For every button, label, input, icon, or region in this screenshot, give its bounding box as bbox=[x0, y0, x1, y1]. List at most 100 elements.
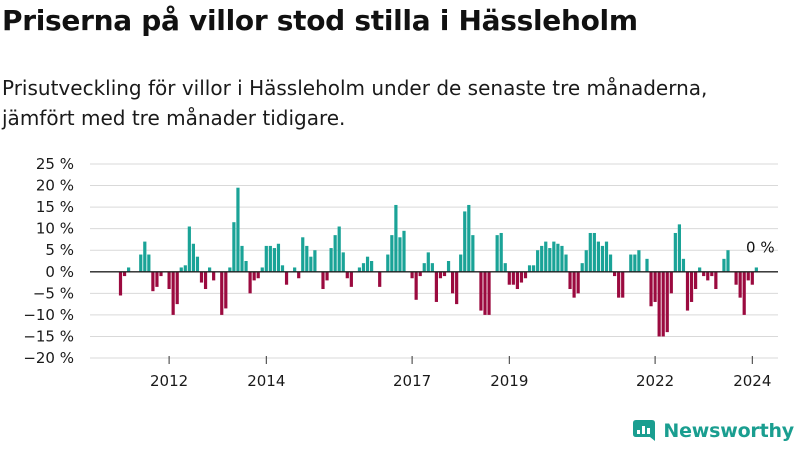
bar-positive bbox=[722, 258, 726, 272]
bar-positive bbox=[143, 241, 147, 272]
bar-negative bbox=[483, 271, 487, 315]
bar-positive bbox=[463, 211, 467, 272]
bar-positive bbox=[280, 265, 285, 272]
bar-positive bbox=[499, 232, 503, 272]
y-axis-tick-labels: 25 % 20 % 15 % 10 % 5 % 0 % −5 % −10 % −15 % −20 … bbox=[23, 155, 74, 367]
bar-negative bbox=[734, 271, 738, 285]
bar-negative bbox=[669, 271, 673, 294]
bar-positive bbox=[608, 254, 613, 272]
bars bbox=[118, 187, 758, 337]
y-tick-label: −10 % bbox=[23, 306, 74, 324]
bar-negative bbox=[167, 271, 171, 290]
bar-positive bbox=[600, 245, 605, 272]
bar-positive bbox=[459, 254, 463, 272]
bar-negative bbox=[252, 271, 256, 281]
bar-positive bbox=[592, 232, 596, 272]
bar-positive bbox=[370, 261, 374, 272]
y-tick-label: 20 % bbox=[36, 177, 74, 195]
bar-positive bbox=[139, 254, 143, 272]
bar-positive bbox=[556, 243, 560, 272]
bar-positive bbox=[390, 235, 394, 272]
bar-positive bbox=[341, 252, 345, 272]
bar-negative bbox=[212, 271, 216, 281]
bar-negative bbox=[685, 271, 690, 311]
bar-positive bbox=[754, 267, 758, 272]
bar-negative bbox=[284, 271, 289, 285]
bar-negative bbox=[621, 271, 625, 298]
y-tick-label: −5 % bbox=[33, 284, 74, 302]
bar-negative bbox=[451, 271, 455, 294]
bar-negative bbox=[122, 271, 127, 277]
bar-positive bbox=[681, 258, 686, 272]
bar-negative bbox=[414, 271, 418, 300]
bar-positive bbox=[301, 237, 305, 272]
bar-positive bbox=[309, 256, 313, 272]
bar-negative bbox=[750, 271, 754, 285]
bar-positive bbox=[127, 267, 131, 272]
bar-positive bbox=[244, 261, 248, 272]
bar-negative bbox=[702, 271, 706, 277]
bar-negative bbox=[159, 271, 163, 277]
bar-positive bbox=[726, 250, 730, 272]
bar-positive bbox=[179, 267, 183, 272]
bar-negative bbox=[689, 271, 694, 302]
bar-positive bbox=[645, 258, 649, 272]
bar-positive bbox=[333, 235, 337, 272]
bar-negative bbox=[661, 271, 665, 337]
y-tick-label: 0 % bbox=[45, 263, 74, 281]
bar-negative bbox=[515, 271, 519, 290]
bar-negative bbox=[649, 271, 653, 307]
x-tick-label: 2012 bbox=[150, 372, 188, 390]
bar-positive bbox=[629, 254, 633, 272]
bar-positive bbox=[305, 245, 309, 272]
bar-negative bbox=[653, 271, 657, 302]
bar-positive bbox=[544, 241, 548, 272]
bar-positive bbox=[580, 263, 584, 272]
bar-positive bbox=[596, 241, 600, 272]
bar-positive bbox=[584, 250, 588, 272]
bar-negative bbox=[438, 271, 443, 279]
bar-negative bbox=[378, 271, 382, 287]
bar-positive bbox=[471, 235, 475, 272]
bar-positive bbox=[430, 263, 434, 272]
bar-positive bbox=[588, 232, 592, 272]
bar-positive bbox=[365, 256, 370, 272]
bar-positive bbox=[313, 250, 317, 272]
bar-negative bbox=[738, 271, 742, 298]
bar-negative bbox=[694, 271, 698, 290]
bar-positive bbox=[604, 241, 609, 272]
bar-positive bbox=[232, 222, 236, 272]
x-tick-label: 2019 bbox=[490, 372, 528, 390]
y-tick-label: 25 % bbox=[36, 155, 74, 173]
bar-negative bbox=[203, 271, 208, 290]
x-tick-label: 2017 bbox=[393, 372, 431, 390]
bar-negative bbox=[613, 271, 617, 277]
bar-negative bbox=[418, 271, 422, 277]
bar-negative bbox=[151, 271, 155, 292]
newsworthy-logo[interactable]: Newsworthy bbox=[631, 418, 794, 444]
y-tick-label: −15 % bbox=[23, 327, 74, 345]
bar-positive bbox=[536, 250, 540, 272]
bar-negative bbox=[256, 271, 260, 279]
x-axis: 2012 2014 2017 2019 2022 2024 bbox=[150, 356, 771, 390]
bar-positive bbox=[293, 267, 297, 272]
bar-positive bbox=[272, 248, 276, 272]
bar-positive bbox=[337, 226, 341, 272]
bar-negative bbox=[507, 271, 511, 285]
bar-positive bbox=[422, 263, 426, 272]
bar-negative bbox=[321, 271, 325, 290]
latest-value-annotation: 0 % bbox=[746, 238, 775, 256]
bar-positive bbox=[183, 265, 187, 272]
bar-negative bbox=[224, 271, 228, 309]
bar-positive bbox=[677, 224, 681, 272]
bar-negative bbox=[297, 271, 301, 279]
bar-negative bbox=[576, 271, 580, 294]
bar-positive bbox=[540, 245, 544, 272]
y-tick-label: 5 % bbox=[45, 241, 74, 259]
bar-positive bbox=[495, 235, 499, 272]
chart-subtitle: Prisutveckling för villor i Hässleholm u… bbox=[2, 76, 708, 130]
bar-positive bbox=[329, 248, 333, 272]
bar-negative bbox=[665, 271, 669, 333]
bar-positive bbox=[268, 245, 272, 272]
bar-positive bbox=[503, 263, 507, 272]
